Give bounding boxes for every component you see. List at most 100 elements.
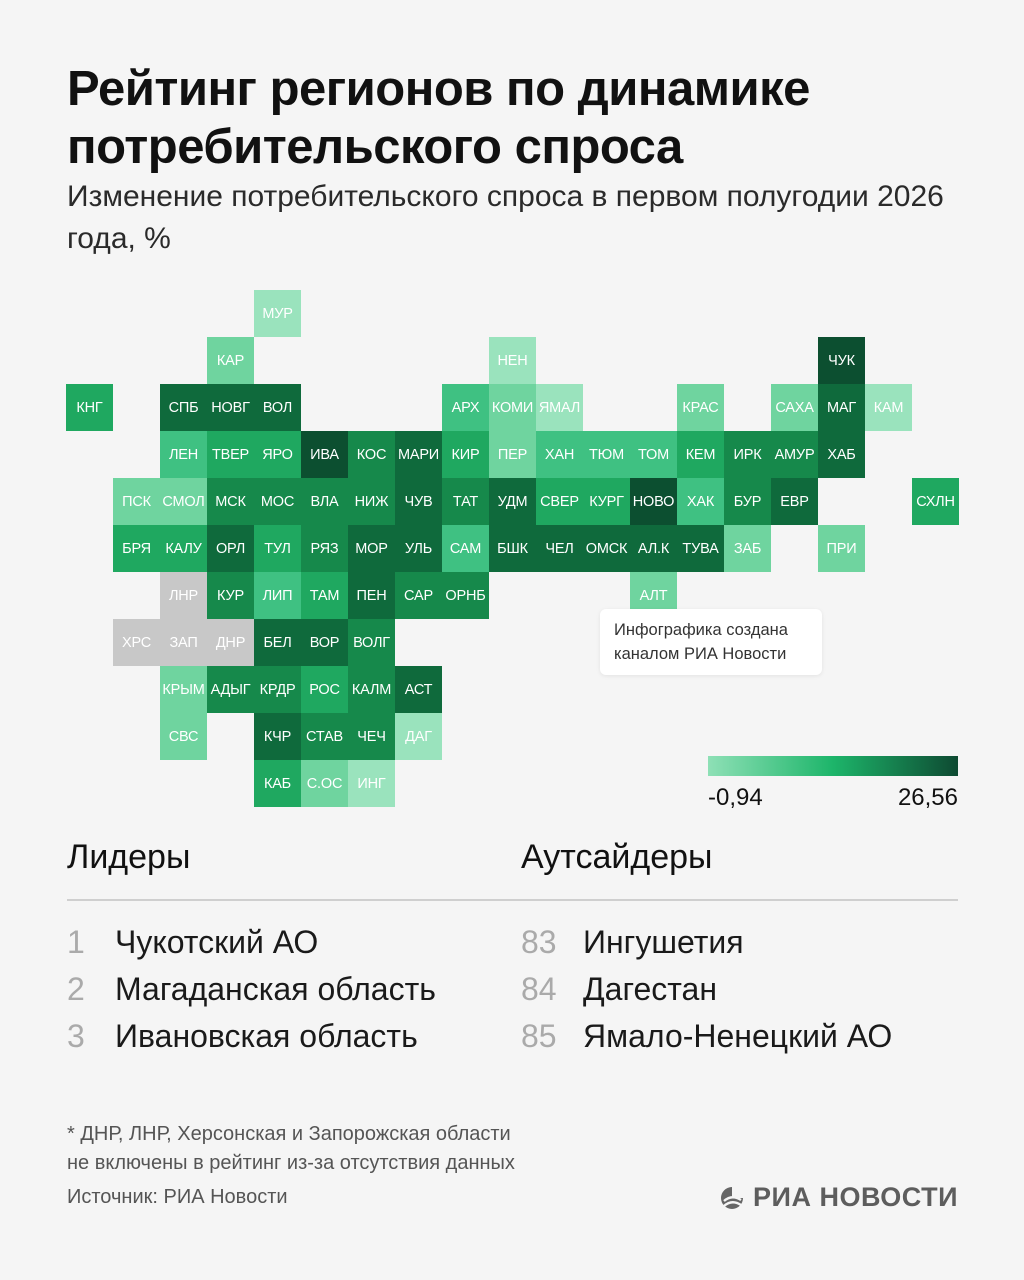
- region-tile: МУР: [254, 290, 301, 337]
- region-tile: ВОР: [301, 619, 348, 666]
- page-subtitle: Изменение потребительского спроса в перв…: [67, 180, 944, 255]
- region-tile: КУРГ: [583, 478, 630, 525]
- region-tile: ДНР: [207, 619, 254, 666]
- brand-logo: РИА НОВОСТИ: [719, 1182, 958, 1213]
- rank-number: 2: [67, 971, 85, 1007]
- region-tile: КАБ: [254, 760, 301, 807]
- note-line: Инфографика создана: [614, 621, 788, 639]
- region-tile: ЛНР: [160, 572, 207, 619]
- region-tile: БШК: [489, 525, 536, 572]
- region-tile: ОМСК: [583, 525, 630, 572]
- region-tile: БЕЛ: [254, 619, 301, 666]
- rank-number: 1: [67, 924, 85, 960]
- region-tile: ХАК: [677, 478, 724, 525]
- ria-logo-icon: [721, 1186, 744, 1209]
- region-name: Ивановская область: [115, 1018, 418, 1054]
- legend-max-label: 26,56: [897, 784, 958, 811]
- outsider-row: 85 Ямало-Ненецкий АО: [521, 1016, 892, 1056]
- page-title: Рейтинг регионов по динамике потребитель…: [67, 60, 967, 176]
- title-line: Рейтинг регионов по динамике: [67, 62, 810, 116]
- region-tile: СВЕР: [536, 478, 583, 525]
- region-tile: ТУЛ: [254, 525, 301, 572]
- region-tile: ЧУВ: [395, 478, 442, 525]
- region-tile: РОС: [301, 666, 348, 713]
- outsider-row: 83 Ингушетия: [521, 922, 744, 962]
- region-tile: ЛЕН: [160, 431, 207, 478]
- region-tile: ПСК: [113, 478, 160, 525]
- region-tile: САМ: [442, 525, 489, 572]
- region-name: Дагестан: [583, 971, 717, 1007]
- region-tile: РЯЗ: [301, 525, 348, 572]
- outsiders-title: Аутсайдеры: [521, 838, 713, 876]
- region-tile: С.ОС: [301, 760, 348, 807]
- region-tile: КОС: [348, 431, 395, 478]
- region-tile: КЧР: [254, 713, 301, 760]
- rank-number: 85: [521, 1018, 557, 1054]
- leader-row: 1 Чукотский АО: [67, 922, 318, 962]
- region-tile: НИЖ: [348, 478, 395, 525]
- region-tile: ИНГ: [348, 760, 395, 807]
- region-tile: ЗАП: [160, 619, 207, 666]
- region-tile: ТОМ: [630, 431, 677, 478]
- region-tile: ВОЛГ: [348, 619, 395, 666]
- region-tile: НОВО: [630, 478, 677, 525]
- region-name: Ингушетия: [583, 924, 744, 960]
- region-tile: ЯМАЛ: [536, 384, 583, 431]
- region-tile: ЕВР: [771, 478, 818, 525]
- region-tile: АСТ: [395, 666, 442, 713]
- region-tile: СТАВ: [301, 713, 348, 760]
- region-tile: ЧЕЛ: [536, 525, 583, 572]
- region-tile: БУР: [724, 478, 771, 525]
- region-tile: УДМ: [489, 478, 536, 525]
- region-tile: ИРК: [724, 431, 771, 478]
- region-tile: ОРЛ: [207, 525, 254, 572]
- region-tile: КАЛМ: [348, 666, 395, 713]
- region-tile: КРАС: [677, 384, 724, 431]
- region-tile: ЗАБ: [724, 525, 771, 572]
- region-tile: КЕМ: [677, 431, 724, 478]
- footnote: * ДНР, ЛНР, Херсонская и Запорожская обл…: [67, 1120, 627, 1178]
- region-tile: АДЫГ: [207, 666, 254, 713]
- region-tile: СМОЛ: [160, 478, 207, 525]
- region-tile: СВС: [160, 713, 207, 760]
- legend-gradient: [708, 756, 958, 776]
- divider: [67, 899, 958, 901]
- region-tile: ТЮМ: [583, 431, 630, 478]
- region-tile: УЛЬ: [395, 525, 442, 572]
- rank-number: 83: [521, 924, 557, 960]
- region-tile: ТАМ: [301, 572, 348, 619]
- region-tile: ВОЛ: [254, 384, 301, 431]
- region-tile: КУР: [207, 572, 254, 619]
- region-name: Магаданская область: [115, 971, 436, 1007]
- region-tile: СХЛН: [912, 478, 959, 525]
- region-tile: ПЕР: [489, 431, 536, 478]
- footnote-line: * ДНР, ЛНР, Херсонская и Запорожская обл…: [67, 1123, 511, 1145]
- region-tile: ЛИП: [254, 572, 301, 619]
- region-tile: ЧУК: [818, 337, 865, 384]
- source-text: Источник: РИА Новости: [67, 1186, 288, 1208]
- region-tile: ЯРО: [254, 431, 301, 478]
- region-tile: ТУВА: [677, 525, 724, 572]
- region-tile: КАМ: [865, 384, 912, 431]
- rank-number: 84: [521, 971, 557, 1007]
- region-tile: ТАТ: [442, 478, 489, 525]
- leaders-title: Лидеры: [67, 838, 191, 876]
- outsider-row: 84 Дагестан: [521, 969, 717, 1009]
- region-tile: ТВЕР: [207, 431, 254, 478]
- region-tile: ОРНБ: [442, 572, 489, 619]
- brand-text: РИА НОВОСТИ: [753, 1182, 958, 1212]
- region-tile: ЧЕЧ: [348, 713, 395, 760]
- region-tile: МОР: [348, 525, 395, 572]
- region-tile: ИВА: [301, 431, 348, 478]
- region-tile: АМУР: [771, 431, 818, 478]
- region-tile: ПЕН: [348, 572, 395, 619]
- leader-row: 3 Ивановская область: [67, 1016, 418, 1056]
- region-tile: ВЛА: [301, 478, 348, 525]
- note-line: каналом РИА Новости: [614, 645, 787, 663]
- region-tile: КРДР: [254, 666, 301, 713]
- region-tile: КАР: [207, 337, 254, 384]
- legend-min-label: -0,94: [708, 784, 763, 811]
- region-tile: ХАБ: [818, 431, 865, 478]
- region-name: Ямало-Ненецкий АО: [583, 1018, 893, 1054]
- region-name: Чукотский АО: [115, 924, 319, 960]
